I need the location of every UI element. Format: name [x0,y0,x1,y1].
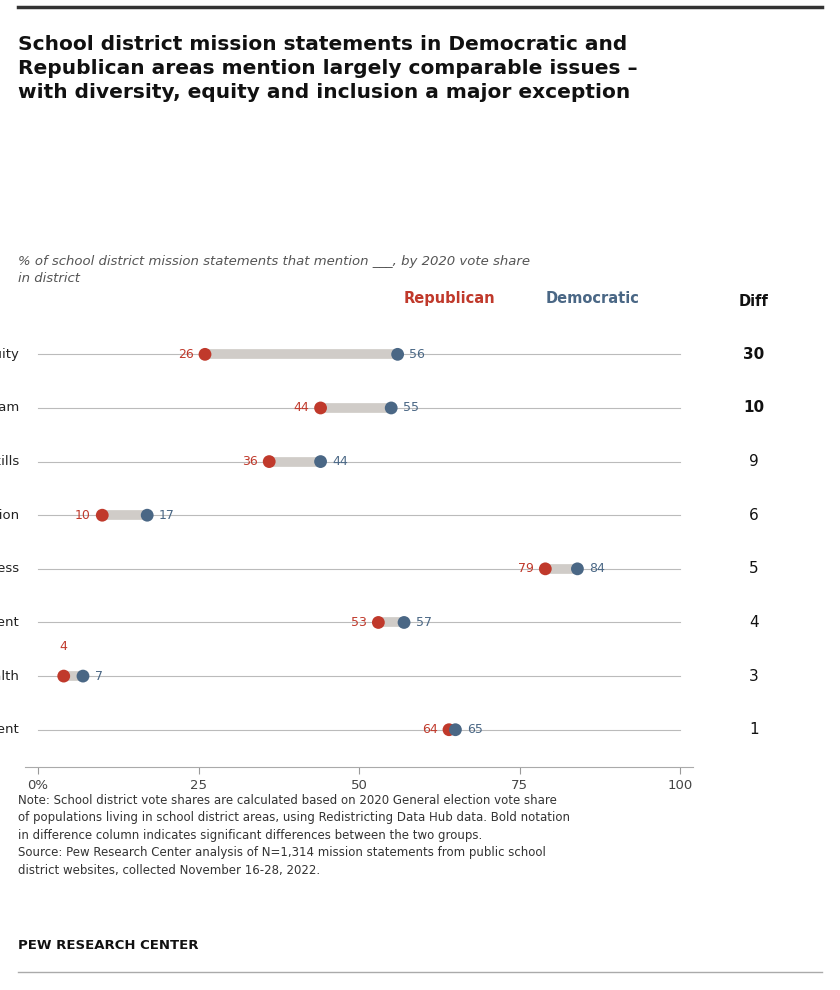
Text: 7: 7 [95,669,102,682]
Text: Diff: Diff [739,294,769,309]
Point [385,400,398,416]
Point [262,453,276,469]
Point [443,722,456,738]
Text: 64: 64 [422,724,438,737]
Text: 30: 30 [743,346,764,361]
Text: 84: 84 [589,562,605,575]
Text: 55: 55 [402,402,419,415]
Text: 65: 65 [467,724,483,737]
Text: 79: 79 [518,562,533,575]
Text: Republican: Republican [403,291,496,307]
Text: 44: 44 [293,402,309,415]
Text: School district mission statements in Democratic and
Republican areas mention la: School district mission statements in De… [18,35,638,102]
Text: 57: 57 [416,616,432,629]
Text: 10: 10 [75,509,91,522]
Text: 56: 56 [409,347,425,360]
Text: Academic program: Academic program [0,402,18,415]
Text: 17: 17 [159,509,175,522]
Text: PEW RESEARCH CENTER: PEW RESEARCH CENTER [18,940,199,952]
Text: 10: 10 [743,401,764,416]
Point [76,668,90,684]
Text: 36: 36 [242,455,258,468]
Point [538,561,552,577]
Point [314,400,328,416]
Text: 26: 26 [178,347,193,360]
Text: Note: School district vote shares are calculated based on 2020 General election : Note: School district vote shares are ca… [18,794,570,877]
Point [57,668,71,684]
Point [397,615,411,631]
Point [391,346,404,362]
Text: Future readiness: Future readiness [0,562,18,575]
Point [371,615,385,631]
Text: 3: 3 [749,668,759,683]
Text: % of school district mission statements that mention ___, by 2020 vote share
in : % of school district mission statements … [18,255,531,285]
Text: Student centered education: Student centered education [0,509,18,522]
Text: 5: 5 [749,561,759,576]
Text: Inclusion, diversity and equity: Inclusion, diversity and equity [0,347,18,360]
Text: 4: 4 [60,640,68,653]
Point [449,722,462,738]
Point [198,346,212,362]
Point [140,507,154,523]
Text: 1: 1 [749,723,759,738]
Text: 53: 53 [351,616,367,629]
Point [570,561,584,577]
Text: 4: 4 [749,615,759,630]
Point [96,507,109,523]
Text: Developing academic skills: Developing academic skills [0,455,18,468]
Text: 6: 6 [749,508,759,523]
Point [314,453,328,469]
Text: Safe and healthy environment: Safe and healthy environment [0,724,18,737]
Text: Mental health: Mental health [0,669,18,682]
Text: 44: 44 [332,455,348,468]
Text: Parent and community involvement: Parent and community involvement [0,616,18,629]
Text: Democratic: Democratic [545,291,639,307]
Text: 9: 9 [749,454,759,469]
